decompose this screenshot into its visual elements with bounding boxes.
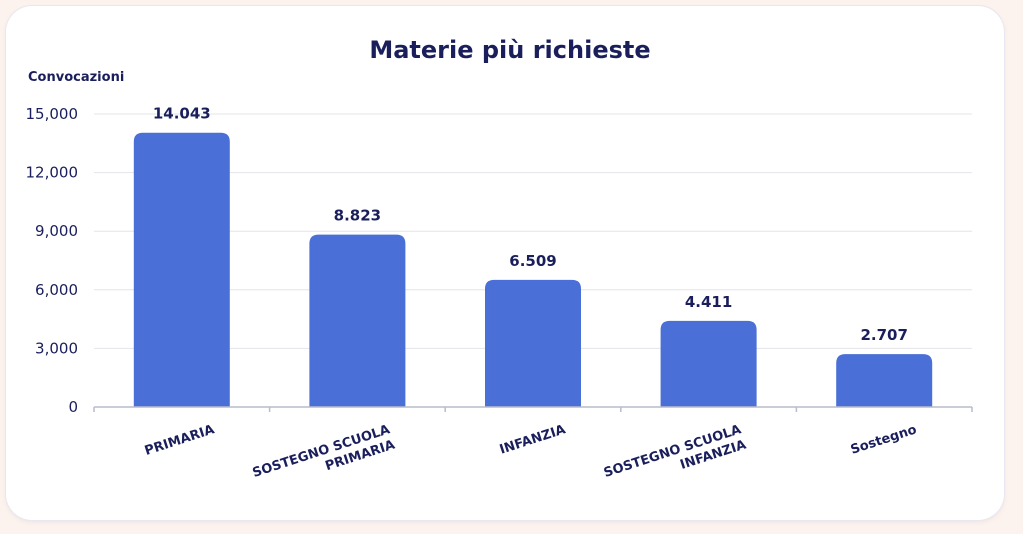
category-label: INFANZIA bbox=[498, 422, 568, 457]
y-tick-label: 12,000 bbox=[26, 164, 79, 182]
y-axis-ticks: 0 3,000 6,000 9,000 12,000 15,000 bbox=[26, 105, 79, 416]
data-label: 8.823 bbox=[334, 207, 381, 225]
y-tick-label: 9,000 bbox=[35, 222, 78, 240]
bar bbox=[836, 354, 933, 407]
category-label-line: PRIMARIA bbox=[143, 422, 216, 459]
category-label-line: INFANZIA bbox=[498, 422, 568, 457]
data-label: 6.509 bbox=[509, 252, 556, 270]
y-axis-label: Convocazioni bbox=[28, 70, 124, 85]
x-axis-ticks bbox=[93, 407, 973, 412]
bars bbox=[133, 132, 933, 407]
data-label: 14.043 bbox=[153, 105, 211, 123]
y-tick-label: 15,000 bbox=[26, 105, 79, 123]
data-labels: 14.043 8.823 6.509 4.411 2.707 bbox=[153, 105, 908, 344]
data-label: 4.411 bbox=[685, 293, 732, 311]
category-label-line: Sostegno bbox=[849, 422, 919, 457]
data-label: 2.707 bbox=[860, 326, 907, 344]
y-tick-label: 6,000 bbox=[35, 281, 78, 299]
category-label: PRIMARIA bbox=[143, 422, 216, 459]
bar bbox=[660, 320, 757, 407]
y-tick-label: 3,000 bbox=[35, 339, 78, 357]
chart-title: Materie più richieste bbox=[369, 36, 650, 64]
bar bbox=[133, 132, 230, 407]
bar bbox=[309, 234, 406, 407]
category-label: Sostegno bbox=[849, 422, 919, 457]
bar bbox=[485, 279, 581, 407]
y-tick-label: 0 bbox=[68, 398, 78, 416]
